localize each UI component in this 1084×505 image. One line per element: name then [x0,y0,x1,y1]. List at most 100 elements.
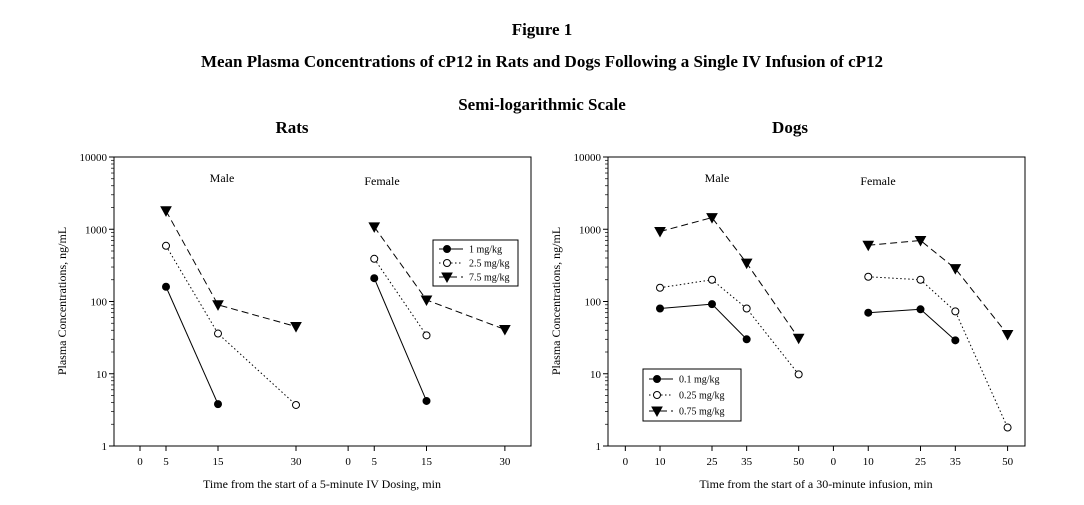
legend-marker [443,245,451,253]
x-tick-label: 5 [372,456,378,468]
data-point-male [706,213,718,224]
series-line-male [165,210,297,328]
series-7-5-mg-kg [160,206,511,336]
dogs-chart: Dogs 1 10 100 1000 10000 0 10 25 35 50 Male 0 10 25 35 5… [549,118,1026,491]
x-tick-label: 0 [345,456,351,468]
series-2-5-mg-kg [162,241,431,409]
x-tick-label: 15 [213,456,225,468]
series-line-male [165,245,297,406]
y-tick-label: 1000 [579,224,602,236]
panel-label-female: Female [860,174,895,188]
data-point-female [916,305,925,314]
data-point-male [742,335,751,344]
data-point-female [916,275,925,284]
data-point-male [160,206,172,217]
data-point-female [949,264,962,275]
figure-title: Mean Plasma Concentrations of cP12 in Ra… [200,52,884,71]
data-point-male [162,241,170,250]
data-point-male [214,329,222,338]
series-0-25-mg-kg [656,272,1012,432]
legend-label: 7.5 mg/kg [469,273,510,284]
data-point-male [654,227,666,238]
legend-marker [653,375,661,383]
data-point-male [794,370,803,379]
data-point-female [914,235,927,247]
x-tick-label: 0 [623,456,629,468]
series-0-75-mg-kg [654,213,1014,345]
series-line-female [373,258,427,336]
legend-marker [653,391,661,399]
chart-title: Dogs [772,118,808,137]
data-point-male [212,300,224,311]
x-tick-label: 50 [793,456,805,468]
data-point-female [370,274,379,283]
data-point-male [290,322,302,333]
x-tick-label: 0 [137,456,143,468]
y-tick-label: 1 [102,441,108,453]
y-tick-label: 10000 [80,152,108,164]
x-axis-label: Time from the start of a 5-minute IV Dos… [203,477,441,491]
y-tick-label: 10000 [574,152,602,164]
series-line-female [868,239,1008,335]
series-line-male [659,279,800,375]
legend-label: 2.5 mg/kg [469,259,510,270]
data-point-male [214,400,222,409]
y-axis-label: Plasma Concentrations, ng/mL [55,227,69,375]
y-tick-label: 100 [585,297,602,309]
legend-label: 0.75 mg/kg [679,407,725,418]
legend-label: 0.25 mg/kg [679,391,725,402]
legend: 0.1 mg/kg 0.25 mg/kg 0.75 mg/kg [642,368,742,422]
y-tick-label: 1000 [85,224,108,236]
x-tick-label: 25 [707,456,719,468]
data-point-female [951,336,960,345]
data-point-male [708,275,716,284]
rats-chart: Rats 1 10 100 1000 10000 0 5 15 30 Male 0 5 15 30 Femal… [55,118,532,491]
legend-label: 1 mg/kg [469,245,502,256]
y-tick-label: 1 [596,441,602,453]
data-point-male [740,258,753,270]
data-point-female [1001,329,1014,341]
series-line-male [659,217,800,339]
data-point-male [708,300,716,309]
series-1-mg-kg [162,274,431,409]
x-tick-label: 35 [950,456,962,468]
data-point-female [368,222,381,233]
data-point-female [951,307,960,316]
panel-label-female: Female [364,174,399,188]
data-point-female [864,272,873,281]
chart-title: Rats [275,118,308,137]
data-point-male [792,333,805,345]
x-tick-label: 15 [421,456,433,468]
figure-label: Figure 1 [511,20,573,39]
data-point-female [420,295,433,306]
y-tick-label: 10 [96,369,108,381]
data-point-female [864,308,873,317]
x-tick-label: 30 [291,456,303,468]
figure-subtitle: Semi-logarithmic Scale [458,95,626,114]
data-point-male [162,282,170,291]
x-tick-label: 25 [915,456,927,468]
series-line-male [165,286,219,405]
series-line-male [659,303,748,340]
data-point-female [422,331,431,340]
data-point-male [292,400,300,409]
data-point-female [862,240,875,252]
series-line-female [868,276,1009,428]
x-tick-label: 35 [741,456,753,468]
data-point-male [656,304,664,313]
panel-label-male: Male [705,171,730,185]
legend-marker [443,259,451,267]
y-axis-label: Plasma Concentrations, ng/mL [549,227,563,375]
data-point-female [422,396,431,405]
legend: 1 mg/kg 2.5 mg/kg 7.5 mg/kg [432,239,519,287]
plot-frame [113,156,532,447]
legend-label: 0.1 mg/kg [679,375,720,386]
data-point-female [370,254,379,263]
data-point-male [656,283,664,292]
data-point-male [742,304,751,313]
y-tick-label: 10 [590,369,602,381]
x-axis-label: Time from the start of a 30-minute infus… [699,477,932,491]
data-point-female [499,324,511,336]
legend-marker [441,272,453,284]
